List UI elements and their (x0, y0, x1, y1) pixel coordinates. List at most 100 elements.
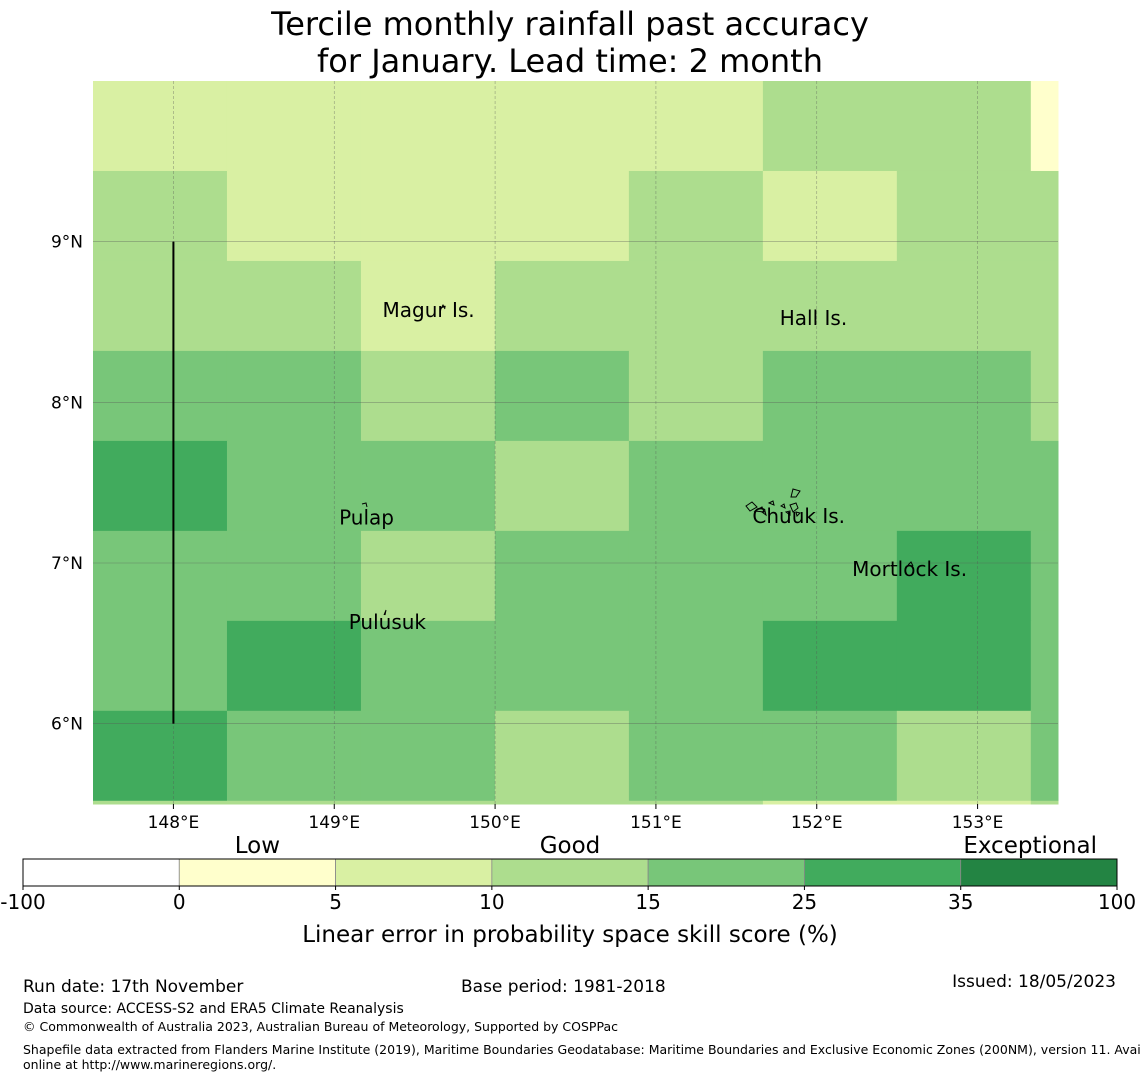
grid-cell (896, 170, 1032, 262)
grid-cell (494, 81, 630, 172)
lon-tick-label: 149°E (308, 813, 360, 833)
title-line-2: for January. Lead time: 2 month (317, 42, 823, 80)
grid-cell (93, 710, 228, 802)
grid-cell (762, 81, 898, 172)
base-period: Base period: 1981-2018 (461, 977, 666, 997)
colorbar-tick-label: 15 (635, 890, 660, 914)
lon-tick-label: 151°E (630, 813, 682, 833)
grid-cell (360, 800, 496, 805)
colorbar-tick-label: -100 (0, 890, 45, 914)
colorbar-tick-label: 5 (329, 890, 342, 914)
colorbar-tick-label: 25 (792, 890, 817, 914)
grid-cell (226, 620, 362, 712)
grid-cell (896, 81, 1032, 172)
grid-cell (1030, 350, 1059, 442)
title-line-1: Tercile monthly rainfall past accuracy (271, 5, 869, 43)
grid-cell (1030, 620, 1059, 712)
island-label: Pulusuk (349, 610, 427, 634)
grid-cell (1030, 260, 1059, 352)
grid-cell (1030, 710, 1059, 802)
grid-cell (494, 170, 630, 262)
colorbar-swatch (647, 858, 805, 887)
grid-cell (1030, 81, 1059, 172)
grid-cell (360, 440, 496, 532)
grid-cell (896, 260, 1032, 352)
colorbar-label: Linear error in probability space skill … (302, 922, 838, 948)
grid-cell (360, 170, 496, 262)
grid-cell (360, 81, 496, 172)
shapefile-credit-line-2: online at http://www.marineregions.org/. (23, 1057, 277, 1072)
colorbar: -100 0 5 10 15 25 35 100 Low Good Exceptional (0, 833, 1136, 914)
grid-cell (360, 710, 496, 802)
issued-date: Issued: 18/05/2023 (952, 972, 1116, 992)
grid-cell (93, 530, 228, 622)
grid-cell (762, 260, 898, 352)
grid-cell (226, 800, 362, 805)
mortlock-island-outline (907, 561, 914, 567)
grid-cell (762, 350, 898, 442)
data-source: Data source: ACCESS-S2 and ERA5 Climate … (23, 1001, 404, 1017)
grid-cell (1030, 440, 1059, 532)
grid-cell (628, 710, 764, 802)
colorbar-tick-label: 35 (948, 890, 973, 914)
grid-cell (226, 710, 362, 802)
lon-tick-label: 152°E (791, 813, 843, 833)
grid-cell (494, 710, 630, 802)
grid-cell (896, 620, 1032, 712)
island-label: Magur Is. (383, 298, 475, 322)
lon-tick-label: 150°E (469, 813, 521, 833)
grid-cell (762, 440, 898, 532)
copyright: © Commonwealth of Australia 2023, Austra… (23, 1019, 618, 1034)
grid-cell (226, 170, 362, 262)
colorbar-tick-label: 0 (173, 890, 186, 914)
colorbar-category-label: Exceptional (963, 833, 1097, 859)
colorbar-category-label: Low (235, 833, 280, 859)
lat-tick-label: 7°N (51, 554, 83, 574)
magur-island-outline (439, 303, 446, 311)
grid-cell (360, 260, 496, 352)
grid-cell (494, 620, 630, 712)
colorbar-swatch (335, 858, 493, 887)
grid-cell (762, 170, 898, 262)
grid-cell (628, 350, 764, 442)
graticule (93, 81, 1058, 804)
grid-cell (93, 81, 228, 172)
island-label: Pulap (339, 505, 394, 529)
colorbar-category-label: Good (540, 833, 601, 859)
grid-cell (1030, 170, 1059, 262)
grid-cell (762, 800, 898, 805)
grid-cell (896, 440, 1032, 532)
grid-cell (360, 620, 496, 712)
grid-cell (226, 350, 362, 442)
grid-cell (226, 260, 362, 352)
colorbar-swatch (804, 858, 962, 887)
grid-cell (93, 350, 228, 442)
lon-tick-label: 148°E (148, 813, 200, 833)
grid-cell (360, 530, 496, 622)
island-label: Chuuk Is. (752, 504, 845, 528)
grid-cell (494, 440, 630, 532)
lat-tick-label: 8°N (51, 393, 83, 413)
grid-cell (93, 170, 228, 262)
shapefile-credit-line-1: Shapefile data extracted from Flanders M… (23, 1042, 1140, 1057)
pulusuk-island-outline (383, 609, 387, 616)
grid-cell (628, 81, 764, 172)
lon-tick-label: 153°E (952, 813, 1004, 833)
grid-cell (896, 530, 1032, 622)
chuuk-lagoon-outline (745, 488, 801, 517)
grid-cell (628, 530, 764, 622)
grid-cell (628, 800, 764, 805)
grid-cell (226, 81, 362, 172)
colorbar-swatch (960, 858, 1118, 887)
lat-tick-label: 6°N (51, 715, 83, 735)
colorbar-tick-label: 10 (479, 890, 504, 914)
grid-cell (494, 530, 630, 622)
skill-grid (93, 81, 1059, 805)
grid-cell (628, 620, 764, 712)
colorbar-swatch (491, 858, 649, 887)
colorbar-frame (22, 858, 1118, 887)
skill-map: Magur Is. Hall Is. Pulap Chuuk Is. Mortlock … (0, 81, 1136, 948)
grid-cell (226, 530, 362, 622)
grid-cell (762, 620, 898, 712)
grid-cell (494, 800, 630, 805)
